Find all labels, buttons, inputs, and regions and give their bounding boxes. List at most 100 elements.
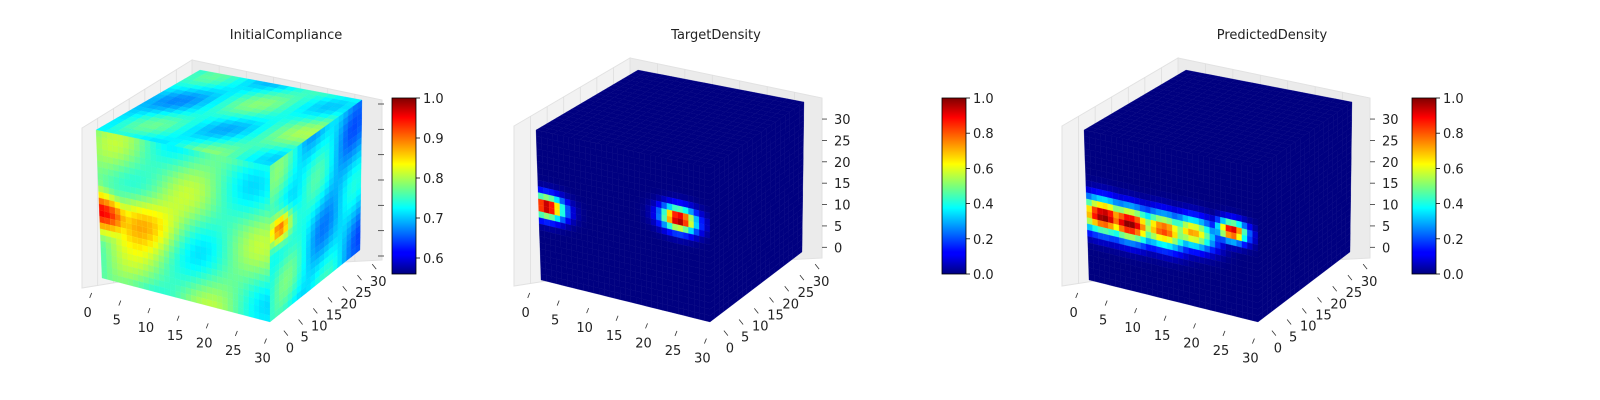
- voxel-cell: [264, 216, 271, 225]
- voxel-cell: [226, 169, 233, 178]
- voxel-cell: [1210, 303, 1216, 312]
- y-axis-tick-label: 10: [752, 319, 769, 334]
- voxel-cell: [1093, 274, 1100, 283]
- voxel-cell: [231, 164, 238, 173]
- voxel-cell: [237, 171, 244, 180]
- y-axis-tick: [754, 308, 759, 314]
- voxel-cell: [237, 159, 244, 167]
- voxel-cell: [1109, 278, 1116, 287]
- voxel-cell: [253, 188, 260, 197]
- voxel-cell: [161, 143, 167, 152]
- voxel-cell: [264, 313, 271, 323]
- voxel-cell: [248, 206, 255, 215]
- voxel-cell: [264, 223, 271, 232]
- voxel-cell: [253, 207, 260, 216]
- voxel-cell: [1178, 295, 1185, 304]
- voxel-cell: [210, 159, 216, 168]
- voxel-cell: [243, 218, 249, 227]
- colorbar: 0.60.70.80.91.0: [391, 92, 444, 275]
- voxel-cell: [666, 164, 673, 173]
- voxel-cell: [264, 229, 271, 238]
- voxel-cell: [242, 166, 249, 175]
- voxel-cell: [253, 220, 260, 229]
- voxel-cell: [122, 277, 129, 286]
- x-axis-tick-label: 25: [665, 344, 682, 359]
- colorbar-tick-label: 0.7: [423, 212, 444, 227]
- voxel-cell: [177, 165, 184, 174]
- voxel-cell: [535, 129, 542, 138]
- voxel-cell: [1220, 306, 1227, 315]
- voxel-cell: [253, 253, 260, 262]
- voxel-cell: [259, 247, 265, 256]
- voxel-cell: [699, 312, 705, 321]
- voxel-cell: [112, 274, 118, 283]
- voxel-cell: [133, 279, 139, 288]
- voxel-cell: [1230, 161, 1237, 170]
- x-axis-tick: [645, 323, 648, 329]
- voxel-cell: [699, 287, 705, 296]
- voxel-cell: [201, 297, 208, 306]
- y-axis-tick-label: 5: [300, 331, 308, 346]
- y-axis-tick: [769, 297, 774, 303]
- voxel-cell: [588, 285, 594, 294]
- voxel-cell: [217, 301, 223, 310]
- z-axis-tick-label: 5: [834, 220, 842, 235]
- x-axis-tick: [586, 308, 589, 314]
- voxel-cell: [140, 176, 147, 185]
- voxel-cell: [1104, 277, 1111, 286]
- voxel-cell: [662, 303, 668, 312]
- voxel-cell: [155, 142, 162, 150]
- voxel-cell: [248, 174, 254, 183]
- voxel-cell: [139, 138, 146, 147]
- voxel-cell: [143, 282, 150, 291]
- voxel-cell: [169, 289, 176, 298]
- x-axis-tick: [147, 308, 151, 314]
- voxel-cell: [248, 309, 255, 319]
- voxel-cell: [651, 301, 658, 310]
- voxel-cell: [220, 155, 227, 164]
- voxel-cell: [172, 151, 178, 160]
- x-axis-tick-label: 15: [167, 329, 184, 344]
- voxel-cell: [1141, 286, 1148, 295]
- x-axis-tick: [674, 330, 678, 337]
- x-axis-tick-label: 25: [225, 344, 242, 359]
- voxel-cell: [253, 168, 260, 177]
- voxel-cell: [227, 304, 234, 313]
- voxel-cell: [259, 241, 265, 250]
- voxel-cell: [1130, 284, 1137, 292]
- voxel-cell: [190, 294, 197, 303]
- voxel-cell: [210, 172, 217, 181]
- voxel-cell: [1241, 234, 1248, 243]
- z-axis-tick-label: 30: [834, 113, 851, 128]
- y-axis-tick-label: 30: [813, 275, 830, 290]
- voxel-cell: [1183, 297, 1190, 306]
- voxel-cell: [259, 176, 265, 185]
- voxel-cell: [1204, 302, 1211, 311]
- voxel-cell: [161, 149, 168, 158]
- voxel-cell: [264, 203, 271, 212]
- voxel-cell: [254, 311, 260, 320]
- voxel-cell: [1136, 285, 1142, 294]
- voxel-cell: [1214, 164, 1221, 173]
- x-axis-tick-label: 15: [606, 329, 623, 344]
- voxel-cell: [609, 290, 616, 299]
- voxel-cell: [220, 162, 227, 170]
- y-axis-tick: [799, 274, 805, 281]
- voxel-cell: [145, 158, 152, 167]
- x-axis-tick: [615, 315, 619, 321]
- y-axis-tick: [312, 308, 318, 314]
- voxel-cell: [606, 145, 613, 154]
- voxel-cell: [180, 292, 187, 301]
- x-axis-tick: [118, 300, 122, 306]
- panel-title: TargetDensity: [670, 28, 761, 43]
- voxel-cell: [704, 314, 711, 323]
- voxel-cell: [117, 275, 124, 284]
- colorbar-tick-label: 0.6: [973, 162, 994, 177]
- z-axis-tick-label: 15: [834, 177, 851, 192]
- voxel-cell: [264, 184, 271, 193]
- voxel-cell: [259, 312, 265, 321]
- x-axis-tick-label: 0: [84, 306, 92, 321]
- voxel-cell: [1157, 290, 1164, 299]
- x-axis-tick-label: 5: [113, 314, 121, 329]
- voxel-cell: [1120, 281, 1127, 290]
